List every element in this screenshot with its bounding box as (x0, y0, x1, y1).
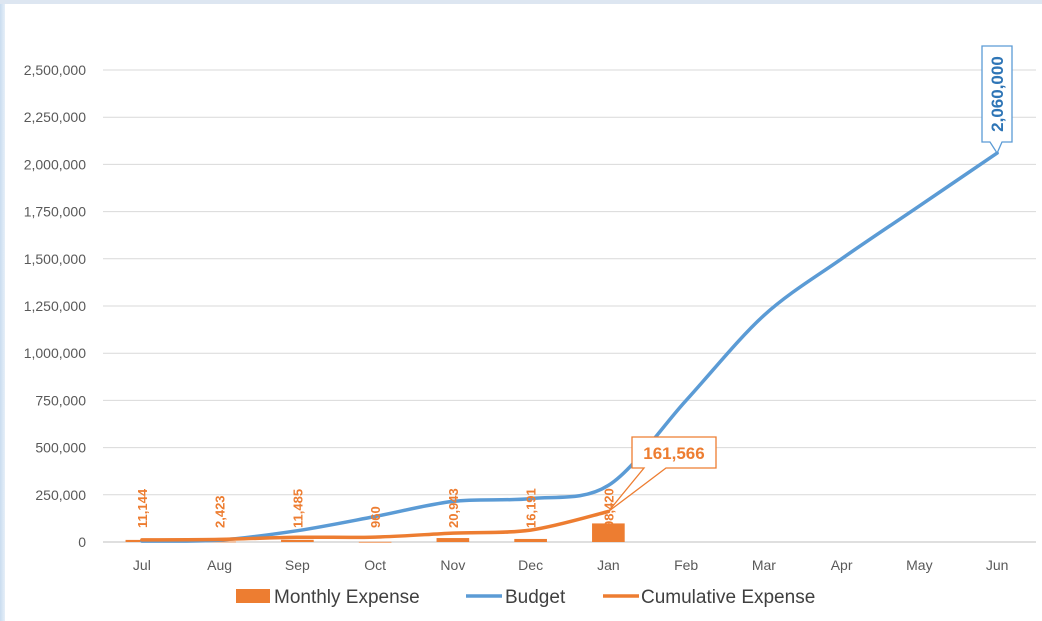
legend-swatch-monthly-expense (236, 589, 270, 603)
y-tick-label: 1,250,000 (24, 298, 86, 314)
y-tick-label: 500,000 (35, 440, 86, 456)
legend-label-cumulative-expense: Cumulative Expense (641, 587, 815, 608)
x-tick-label: Jun (986, 557, 1009, 573)
monthly-expense-bar (436, 538, 470, 542)
monthly-expense-bar (592, 523, 625, 542)
cumulative-expense-callout-box (607, 436, 717, 513)
x-tick-label: Jul (133, 557, 151, 573)
x-tick-label: Oct (364, 557, 386, 573)
cumulative-expense-line (140, 509, 611, 542)
monthly-expense-data-label: 960 (368, 506, 383, 528)
cumulative-expense-callout-label: 161,566 (643, 444, 704, 463)
y-tick-label: 1,000,000 (24, 345, 86, 361)
x-tick-label: Mar (752, 557, 776, 573)
budget-line (140, 151, 999, 543)
window-frame-left (0, 0, 5, 621)
window-frame-top (0, 0, 1042, 4)
budget-callout-label: 2,060,000 (988, 56, 1007, 132)
x-tick-label: Jan (597, 557, 620, 573)
y-tick-label: 250,000 (35, 487, 86, 503)
x-tick-label: Aug (207, 557, 232, 573)
monthly-expense-data-label: 11,144 (135, 488, 150, 528)
monthly-expense-bar (203, 541, 236, 543)
x-tick-label: Nov (440, 557, 465, 573)
y-tick-label: 1,500,000 (24, 251, 86, 267)
data-labels: 11,144 2,423 11,485 960 20,943 16,191 98,420 (135, 488, 617, 528)
monthly-expense-data-label: 98,420 (601, 488, 616, 528)
monthly-expense-data-label: 16,191 (524, 488, 539, 528)
x-tick-label: May (906, 557, 932, 573)
gridlines (103, 69, 1036, 543)
callouts: 161,566 2,060,000 (607, 45, 1013, 513)
x-tick-label: Feb (674, 557, 698, 573)
y-tick-label: 2,000,000 (24, 156, 86, 172)
monthly-expense-bar (281, 539, 314, 542)
budget-callout-box (981, 45, 1013, 155)
y-tick-label: 2,500,000 (24, 62, 86, 78)
y-axis-ticks: 0 250,000 500,000 750,000 1,000,000 1,250,000… (24, 62, 87, 550)
x-tick-label: Apr (831, 557, 853, 573)
monthly-expense-data-label: 20,943 (446, 488, 461, 528)
series-lines (140, 151, 999, 543)
legend: Monthly Expense Budget Cumulative Expense (236, 587, 815, 608)
monthly-expense-bar (514, 538, 547, 542)
y-tick-label: 1,750,000 (24, 204, 86, 220)
y-tick-label: 750,000 (35, 392, 86, 408)
legend-label-monthly-expense: Monthly Expense (274, 587, 420, 608)
x-tick-label: Dec (518, 557, 543, 573)
monthly-expense-bar (358, 541, 392, 543)
monthly-expense-data-label: 2,423 (213, 495, 228, 528)
monthly-expense-data-label: 11,485 (290, 489, 305, 528)
y-tick-label: 0 (78, 534, 86, 550)
legend-label-budget: Budget (505, 587, 566, 608)
x-axis-ticks: Jul Aug Sep Oct Nov Dec Jan Feb Mar Apr May Jun (133, 557, 1008, 573)
y-tick-label: 2,250,000 (24, 109, 86, 125)
x-tick-label: Sep (285, 557, 310, 573)
